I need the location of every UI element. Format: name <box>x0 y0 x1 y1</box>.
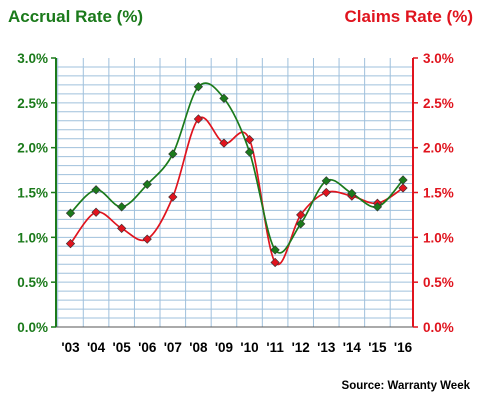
x-tick-label: '11 <box>266 340 284 355</box>
claims-rate-point <box>193 114 204 124</box>
x-tick-label: '14 <box>343 340 362 355</box>
x-tick-label: '12 <box>292 340 310 355</box>
x-tick-label: '04 <box>87 340 106 355</box>
right-y-tick-label: 2.5% <box>423 96 454 111</box>
accrual-rate-point <box>244 147 255 157</box>
right-y-tick-label: 0.0% <box>423 320 454 335</box>
claims-rate-point <box>398 183 408 193</box>
accrual-rate-point <box>91 185 101 195</box>
left-y-tick-label: 0.0% <box>17 320 48 335</box>
source-note: Source: Warranty Week <box>342 380 471 392</box>
claims-rate-point <box>244 134 255 145</box>
claims-rate-point <box>219 138 229 148</box>
x-tick-label: '16 <box>394 340 413 355</box>
claims-rate-point <box>65 238 76 249</box>
claims-rate-point <box>321 187 331 198</box>
series-layer <box>65 82 408 268</box>
left-y-tick-label: 1.0% <box>17 230 48 245</box>
right-y-tick-label: 3.0% <box>423 51 454 66</box>
accrual-rate-point <box>296 219 306 229</box>
x-tick-label: '09 <box>215 340 233 355</box>
accrual-rate-point <box>193 82 204 92</box>
accrual-rate-point <box>117 202 127 212</box>
left-y-tick-label: 2.0% <box>17 141 48 156</box>
accrual-rate-point <box>398 175 408 185</box>
claims-rate-point <box>270 257 280 268</box>
accrual-rate-point <box>219 93 229 103</box>
left-y-ticks: 0.0% 0.5% 1.0% 1.5% 2.0% 2.5% 3.0% <box>17 51 56 335</box>
accrual-rate-point <box>372 202 383 212</box>
claims-rate-point <box>91 207 101 217</box>
accrual-rate-point <box>168 149 178 159</box>
left-y-tick-label: 1.5% <box>17 186 48 201</box>
claims-rate-point <box>168 192 178 202</box>
claims-rate-point <box>117 223 127 233</box>
x-tick-label: '03 <box>61 340 80 355</box>
claims-rate-point <box>296 210 306 220</box>
right-y-tick-label: 1.0% <box>423 230 454 245</box>
x-tick-label: '05 <box>113 340 132 355</box>
accrual-rate-point <box>65 208 76 218</box>
accrual-rate-point <box>321 176 331 186</box>
right-y-tick-label: 2.0% <box>423 141 454 156</box>
accrual-rate-point <box>142 179 152 190</box>
right-y-tick-label: 0.5% <box>423 275 454 290</box>
right-axis-title: Claims Rate (%) <box>345 7 473 26</box>
accrual-rate-point <box>347 188 357 199</box>
right-y-tick-label: 1.5% <box>423 186 454 201</box>
left-y-tick-label: 0.5% <box>17 275 48 290</box>
x-axis-ticks: '03 '04 '05 '06 '07 '08 '09 '10 '11 '12 '13 '14 '15 '… <box>61 340 412 355</box>
plot-grid <box>56 58 413 327</box>
claims-rate-point <box>142 234 152 244</box>
x-tick-label: '10 <box>240 340 258 355</box>
right-y-ticks: 0.0% 0.5% 1.0% 1.5% 2.0% 2.5% 3.0% <box>413 51 454 335</box>
left-y-tick-label: 2.5% <box>17 96 48 111</box>
left-y-tick-label: 3.0% <box>17 51 48 66</box>
x-tick-label: '15 <box>368 340 387 355</box>
x-tick-label: '13 <box>317 340 336 355</box>
x-tick-label: '07 <box>164 340 182 355</box>
accrual-rate-line <box>69 82 404 254</box>
x-tick-label: '06 <box>138 340 157 355</box>
accrual-rate-point <box>270 245 280 255</box>
x-tick-label: '08 <box>189 340 208 355</box>
left-axis-title: Accrual Rate (%) <box>8 7 143 26</box>
